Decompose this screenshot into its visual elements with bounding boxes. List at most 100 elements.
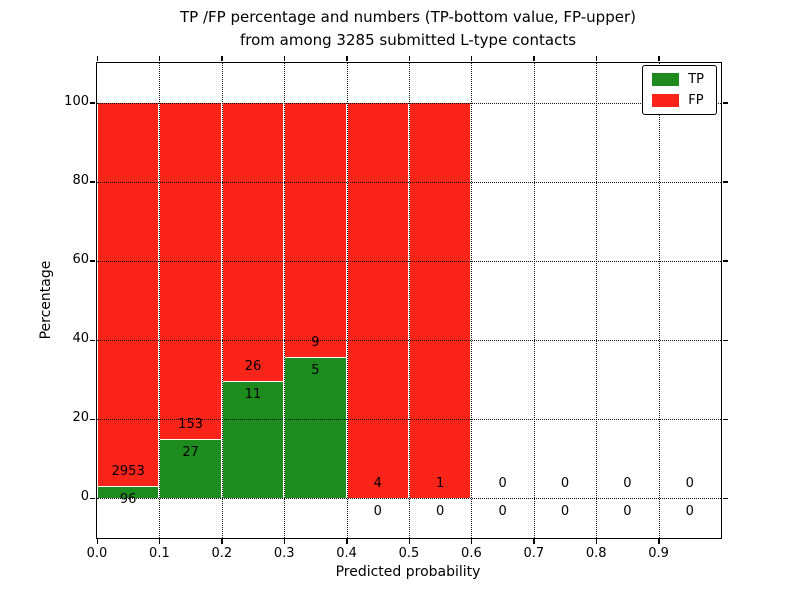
x-tick-mark (595, 539, 598, 544)
plot-area: TP FP 2953 96 153 27 26 11 9 5 4 0 1 0 0 0 0 0 0 0 0 0 0.0 0.… (64, 56, 728, 561)
fp-legend-label: FP (688, 93, 704, 108)
x-axis-label: Predicted probability (335, 564, 481, 580)
x-tick-mark (408, 539, 410, 544)
tp-bar-segment (285, 357, 346, 499)
fp-bar-segment (98, 102, 159, 487)
legend-entry-fp: FP (652, 93, 704, 108)
x-tick-label: 0.8 (585, 546, 607, 561)
chart-title: TP /FP percentage and numbers (TP-bottom… (96, 6, 720, 52)
x-tick-mark (158, 539, 161, 544)
fp-count-label: 153 (178, 417, 203, 433)
fp-count-label: 0 (560, 476, 570, 492)
y-tick-label: 0 (80, 489, 89, 505)
y-axis-label: Percentage (38, 260, 54, 340)
fp-bar-segment (410, 102, 471, 499)
grid-line-vertical (346, 63, 348, 538)
x-tick-mark (96, 539, 98, 544)
y-tick-mark-right (723, 181, 728, 183)
y-tick-mark-right (723, 339, 728, 342)
chart-title-line2: from among 3285 submitted L-type contact… (239, 31, 577, 49)
tp-count-label: 0 (560, 504, 570, 520)
fp-count-label: 0 (498, 476, 507, 492)
y-tick-mark-right (723, 497, 728, 500)
y-tick-mark-right (723, 102, 728, 104)
y-tick-mark (90, 339, 95, 342)
tp-count-label: 0 (685, 504, 694, 520)
y-tick-label: 60 (72, 251, 89, 267)
x-tick-label: 0.3 (273, 546, 295, 561)
fp-count-label: 9 (311, 335, 320, 351)
x-tick-label: 0.7 (523, 546, 545, 561)
tp-count-label: 27 (182, 445, 199, 461)
grid-line-vertical (221, 63, 223, 538)
grid-line-vertical (409, 63, 410, 538)
tp-count-label: 11 (244, 386, 262, 402)
y-tick-mark (90, 181, 95, 183)
x-tick-mark-top (470, 56, 473, 61)
grid-line-horizontal (97, 181, 721, 183)
y-tick-mark-right (723, 418, 728, 421)
y-tick-mark (90, 102, 95, 104)
y-tick-label: 40 (72, 331, 89, 347)
fp-bar-segment (285, 102, 346, 359)
x-tick-mark-top (283, 56, 286, 61)
x-tick-mark (533, 539, 535, 544)
fp-legend-swatch (652, 94, 680, 107)
fp-count-label: 4 (373, 476, 382, 492)
grid-line-horizontal (97, 102, 721, 104)
x-tick-label: 0.6 (461, 546, 482, 561)
grid-line-horizontal (97, 419, 721, 421)
grid-line-vertical (533, 63, 535, 538)
x-tick-mark-top (595, 56, 598, 61)
x-tick-mark-top (658, 56, 660, 61)
fp-bar-segment (160, 102, 221, 441)
x-tick-label: 0.2 (211, 546, 233, 561)
grid-line-vertical (159, 63, 161, 538)
y-tick-mark (90, 497, 95, 500)
fp-count-label: 0 (685, 476, 694, 492)
grid-line-vertical (658, 63, 660, 538)
y-tick-mark-right (723, 260, 728, 262)
tp-count-label: 0 (623, 504, 632, 520)
x-tick-mark (221, 539, 223, 544)
y-tick-label: 100 (64, 93, 89, 109)
fp-count-label: 2953 (111, 463, 145, 479)
y-tick-mark (90, 418, 95, 421)
x-tick-mark-top (158, 56, 161, 61)
tp-bar-segment (98, 485, 159, 499)
fp-count-label: 1 (436, 476, 445, 492)
x-tick-mark-top (533, 56, 535, 61)
grid-line-horizontal (97, 340, 721, 342)
x-tick-label: 0.1 (149, 546, 170, 561)
tp-count-label: 0 (436, 504, 445, 520)
fp-bar-segment (347, 102, 408, 499)
chart-title-line1: TP /FP percentage and numbers (TP-bottom… (180, 8, 636, 26)
tp-count-label: 0 (373, 504, 382, 520)
tp-legend-swatch (652, 73, 680, 86)
tp-bar-segment (222, 380, 284, 499)
tp-count-label: 0 (498, 504, 507, 520)
x-tick-mark-top (408, 56, 410, 61)
x-tick-mark (346, 539, 348, 544)
tp-count-label: 5 (311, 363, 320, 379)
x-tick-mark (658, 539, 660, 544)
grid-line-vertical (596, 63, 598, 538)
y-tick-mark (90, 260, 95, 262)
x-tick-label: 0.9 (648, 546, 669, 561)
grid-line-horizontal (97, 260, 721, 262)
fp-count-label: 0 (623, 476, 632, 492)
y-tick-label: 20 (72, 410, 89, 426)
legend-entry-tp: TP (652, 72, 704, 87)
x-tick-mark-top (96, 56, 98, 61)
legend: TP FP (642, 65, 717, 115)
grid-line-vertical (471, 63, 473, 538)
x-tick-mark-top (346, 56, 348, 61)
x-tick-mark (283, 539, 286, 544)
tp-legend-label: TP (688, 72, 704, 87)
y-tick-label: 80 (72, 172, 89, 188)
tp-count-label: 96 (119, 491, 137, 507)
grid-line-horizontal (97, 498, 721, 500)
x-tick-label: 0.5 (398, 546, 420, 561)
grid-line-vertical (284, 63, 286, 538)
